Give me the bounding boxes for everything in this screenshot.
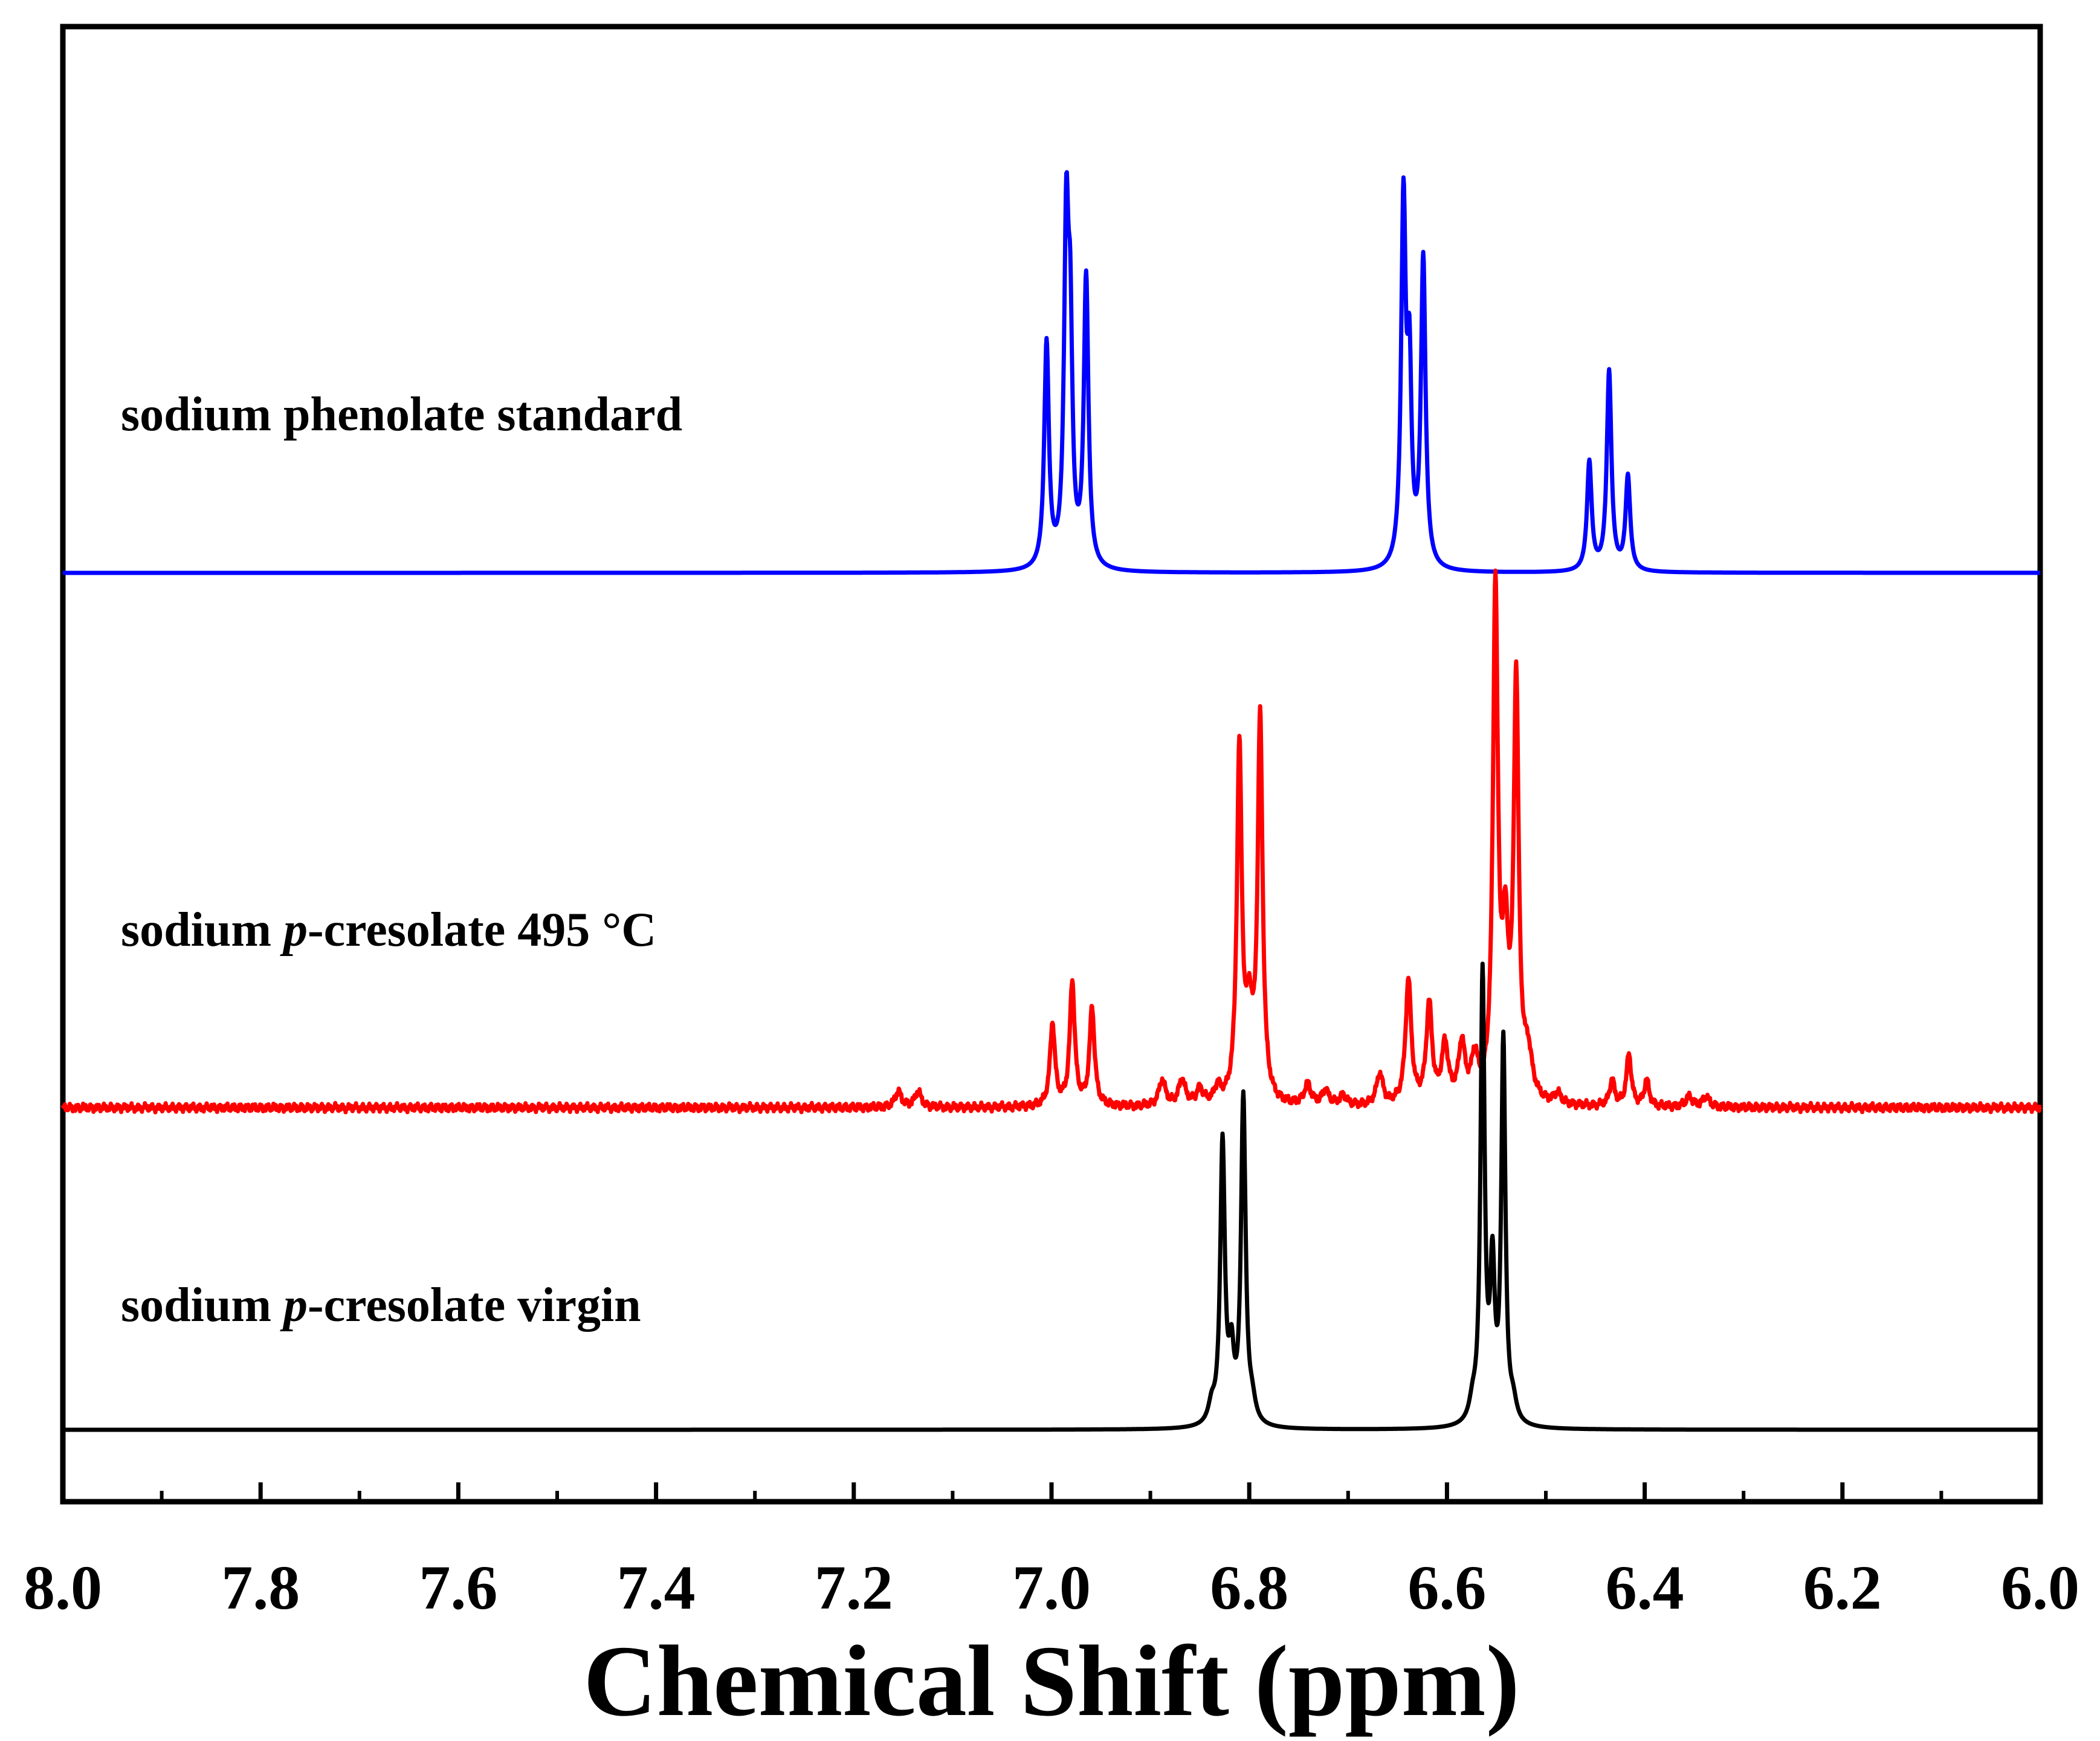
series-label-cresolate-virgin-part1: sodium [121,1279,283,1332]
x-tick-label: 6.2 [1803,1553,1882,1623]
x-tick-label: 7.2 [815,1553,893,1623]
x-tick-label: 7.0 [1012,1553,1091,1623]
spectrum-phenolate-standard [61,170,2042,575]
series-label-cresolate-virgin: sodium p-cresolate virgin [121,1279,641,1332]
x-tick-label: 8.0 [24,1553,102,1623]
series-label-phenolate-text: sodium phenolate standard [121,388,682,441]
series-label-cresolate-virgin-part2: -cresolate virgin [308,1279,641,1332]
series-label-cresolate-495-italic-p: p [280,903,308,957]
x-tick-label: 7.4 [617,1553,696,1623]
series-label-cresolate-495: sodium p-cresolate 495 °C [121,903,656,957]
x-axis-title: Chemical Shift (ppm) [583,1625,1519,1737]
spectrum-cresolate-495 [60,568,2042,1114]
series-label-cresolate-495-part1: sodium [121,903,283,957]
x-tick-label: 6.4 [1606,1553,1684,1623]
series-label-phenolate: sodium phenolate standard [121,388,682,441]
series-label-cresolate-495-part2: -cresolate 495 °C [308,903,656,957]
x-tick-label: 7.6 [419,1553,497,1623]
x-tick-label: 6.6 [1407,1553,1486,1623]
x-tick-label: 6.0 [2001,1553,2079,1623]
x-axis: 8.0 7.8 7.6 7.4 7.2 7.0 6.8 6.6 6.4 6.2 6.0 [24,1482,2079,1623]
x-tick-label: 6.8 [1210,1553,1288,1623]
spectra-layer [60,170,2042,1432]
spectrum-cresolate-virgin [61,961,2042,1432]
series-labels: sodium phenolate standard sodium p-creso… [121,388,682,1332]
series-label-cresolate-virgin-italic-p: p [280,1279,308,1332]
x-tick-label: 7.8 [221,1553,300,1623]
